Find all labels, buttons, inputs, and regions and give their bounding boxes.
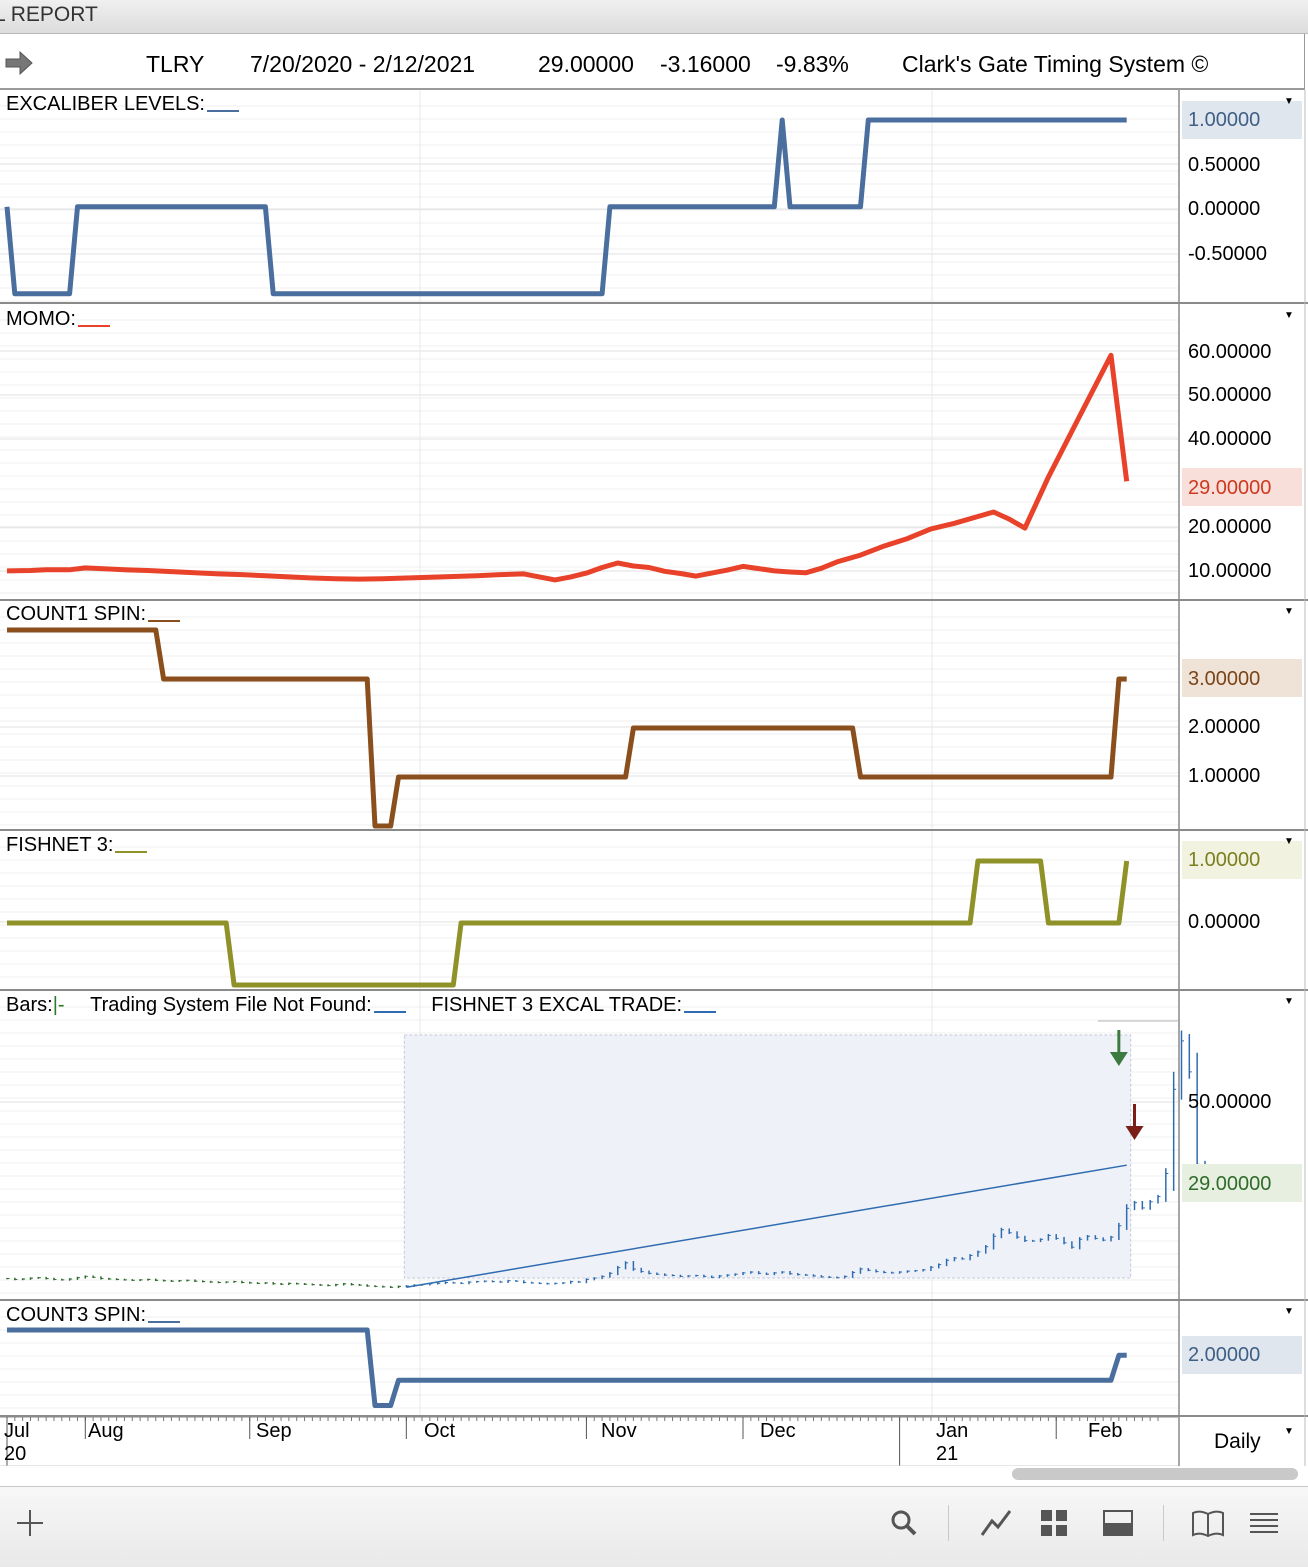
last-value-box-momo bbox=[1182, 468, 1302, 506]
y-tick-label: 0.00000 bbox=[1188, 911, 1261, 933]
series-line-excal bbox=[4, 117, 1127, 297]
regression-line bbox=[406, 1164, 1127, 1289]
y-tick-label: 60.00000 bbox=[1188, 341, 1272, 363]
x-tick-label: Sep bbox=[256, 1420, 292, 1442]
series-line-fishnet bbox=[7, 858, 1130, 988]
series-line-count3 bbox=[7, 1327, 1127, 1408]
x-tick-label: Oct bbox=[424, 1420, 456, 1442]
arrow-right-icon[interactable] bbox=[4, 50, 34, 76]
x-tick-label: Feb bbox=[1088, 1420, 1123, 1442]
percent-change: -9.83% bbox=[776, 51, 849, 77]
panel-menu-chevron-icon[interactable]: ▼ bbox=[1284, 836, 1294, 847]
panel-label-fishnet: FISHNET 3: bbox=[6, 834, 148, 857]
y-tick-label: 20.00000 bbox=[1188, 516, 1272, 538]
x-tick-sublabel: 20 bbox=[4, 1443, 27, 1465]
price-change: -3.16000 bbox=[660, 51, 751, 77]
series-line-count1 bbox=[7, 627, 1127, 829]
x-tick-label: Jan bbox=[936, 1420, 969, 1442]
plus-icon[interactable] bbox=[10, 1503, 50, 1543]
x-tick-sublabel: 21 bbox=[936, 1443, 959, 1465]
panel-menu-chevron-icon[interactable]: ▼ bbox=[1284, 606, 1294, 617]
period-chevron-icon[interactable]: ▼ bbox=[1284, 1426, 1294, 1437]
y-tick-label: 50.00000 bbox=[1188, 1091, 1272, 1113]
toolbar-separator bbox=[948, 1505, 949, 1541]
panel-menu-chevron-icon[interactable]: ▼ bbox=[1284, 1306, 1294, 1317]
last-price: 29.00000 bbox=[538, 51, 634, 77]
window-titlebar: L REPORT bbox=[0, 0, 1308, 34]
signal-arrow-head bbox=[1125, 1126, 1144, 1140]
panel-label-excal: EXCALIBER LEVELS: bbox=[6, 93, 239, 116]
last-value-excal: 1.00000 bbox=[1188, 109, 1261, 131]
grid-icon[interactable] bbox=[1034, 1503, 1074, 1543]
y-tick-label: 10.00000 bbox=[1188, 560, 1272, 582]
y-tick-label: 2.00000 bbox=[1188, 716, 1261, 738]
y-tick-label: 0.50000 bbox=[1188, 154, 1261, 176]
x-tick-label: Dec bbox=[760, 1420, 796, 1442]
last-value-box-count3 bbox=[1182, 1336, 1302, 1374]
last-value-bars: 29.00000 bbox=[1188, 1173, 1272, 1195]
panel-menu-chevron-icon[interactable]: ▼ bbox=[1284, 96, 1294, 107]
draw-line-icon[interactable] bbox=[976, 1503, 1016, 1543]
horizontal-scrollbar[interactable] bbox=[1012, 1468, 1298, 1480]
panel-menu-chevron-icon[interactable]: ▼ bbox=[1284, 310, 1294, 321]
book-icon[interactable] bbox=[1188, 1503, 1228, 1543]
y-tick-label: 40.00000 bbox=[1188, 428, 1272, 450]
last-value-box-bars bbox=[1182, 1164, 1302, 1202]
panel-label-count3: COUNT3 SPIN: bbox=[6, 1304, 181, 1327]
x-tick-label: Nov bbox=[601, 1420, 637, 1442]
last-value-box-count1 bbox=[1182, 659, 1302, 697]
menu-icon[interactable] bbox=[1244, 1503, 1284, 1543]
date-range: 7/20/2020 - 2/12/2021 bbox=[250, 51, 476, 77]
window-title: L REPORT bbox=[0, 3, 98, 26]
last-value-count1: 3.00000 bbox=[1188, 668, 1261, 690]
symbol: TLRY bbox=[146, 51, 205, 77]
bottom-toolbar bbox=[0, 1486, 1308, 1567]
chart-canvas[interactable] bbox=[0, 0, 1308, 1466]
period-select[interactable]: Daily bbox=[1214, 1430, 1261, 1453]
y-tick-label: 50.00000 bbox=[1188, 384, 1272, 406]
last-value-momo: 29.00000 bbox=[1188, 477, 1272, 499]
panel-label-momo: MOMO: bbox=[6, 308, 110, 331]
last-value-box-excal bbox=[1182, 101, 1302, 139]
x-tick-label: Aug bbox=[88, 1420, 124, 1442]
signal-arrow-head bbox=[1109, 1052, 1128, 1066]
channel-region bbox=[403, 1034, 1132, 1279]
toolbar-separator bbox=[1163, 1505, 1164, 1541]
y-tick-label: -0.50000 bbox=[1188, 243, 1267, 265]
y-tick-label: 1.00000 bbox=[1188, 765, 1261, 787]
search-icon[interactable] bbox=[884, 1503, 924, 1543]
layout-icon[interactable] bbox=[1098, 1503, 1138, 1543]
last-value-box-fishnet bbox=[1182, 841, 1302, 879]
series-line-momo bbox=[6, 352, 1130, 583]
info-bar: TLRY 7/20/2020 - 2/12/2021 29.00000 -3.1… bbox=[0, 34, 1305, 90]
panel-label-count1: COUNT1 SPIN: bbox=[6, 603, 181, 626]
panel-menu-chevron-icon[interactable]: ▼ bbox=[1284, 996, 1294, 1007]
y-tick-label: 0.00000 bbox=[1188, 198, 1261, 220]
panel-label-bars: Bars:|- Trading System File Not Found: F… bbox=[6, 994, 717, 1017]
last-value-count3: 2.00000 bbox=[1188, 1344, 1261, 1366]
system-name: Clark's Gate Timing System © bbox=[902, 51, 1209, 77]
x-tick-label: Jul bbox=[4, 1420, 30, 1442]
last-value-fishnet: 1.00000 bbox=[1188, 849, 1261, 871]
